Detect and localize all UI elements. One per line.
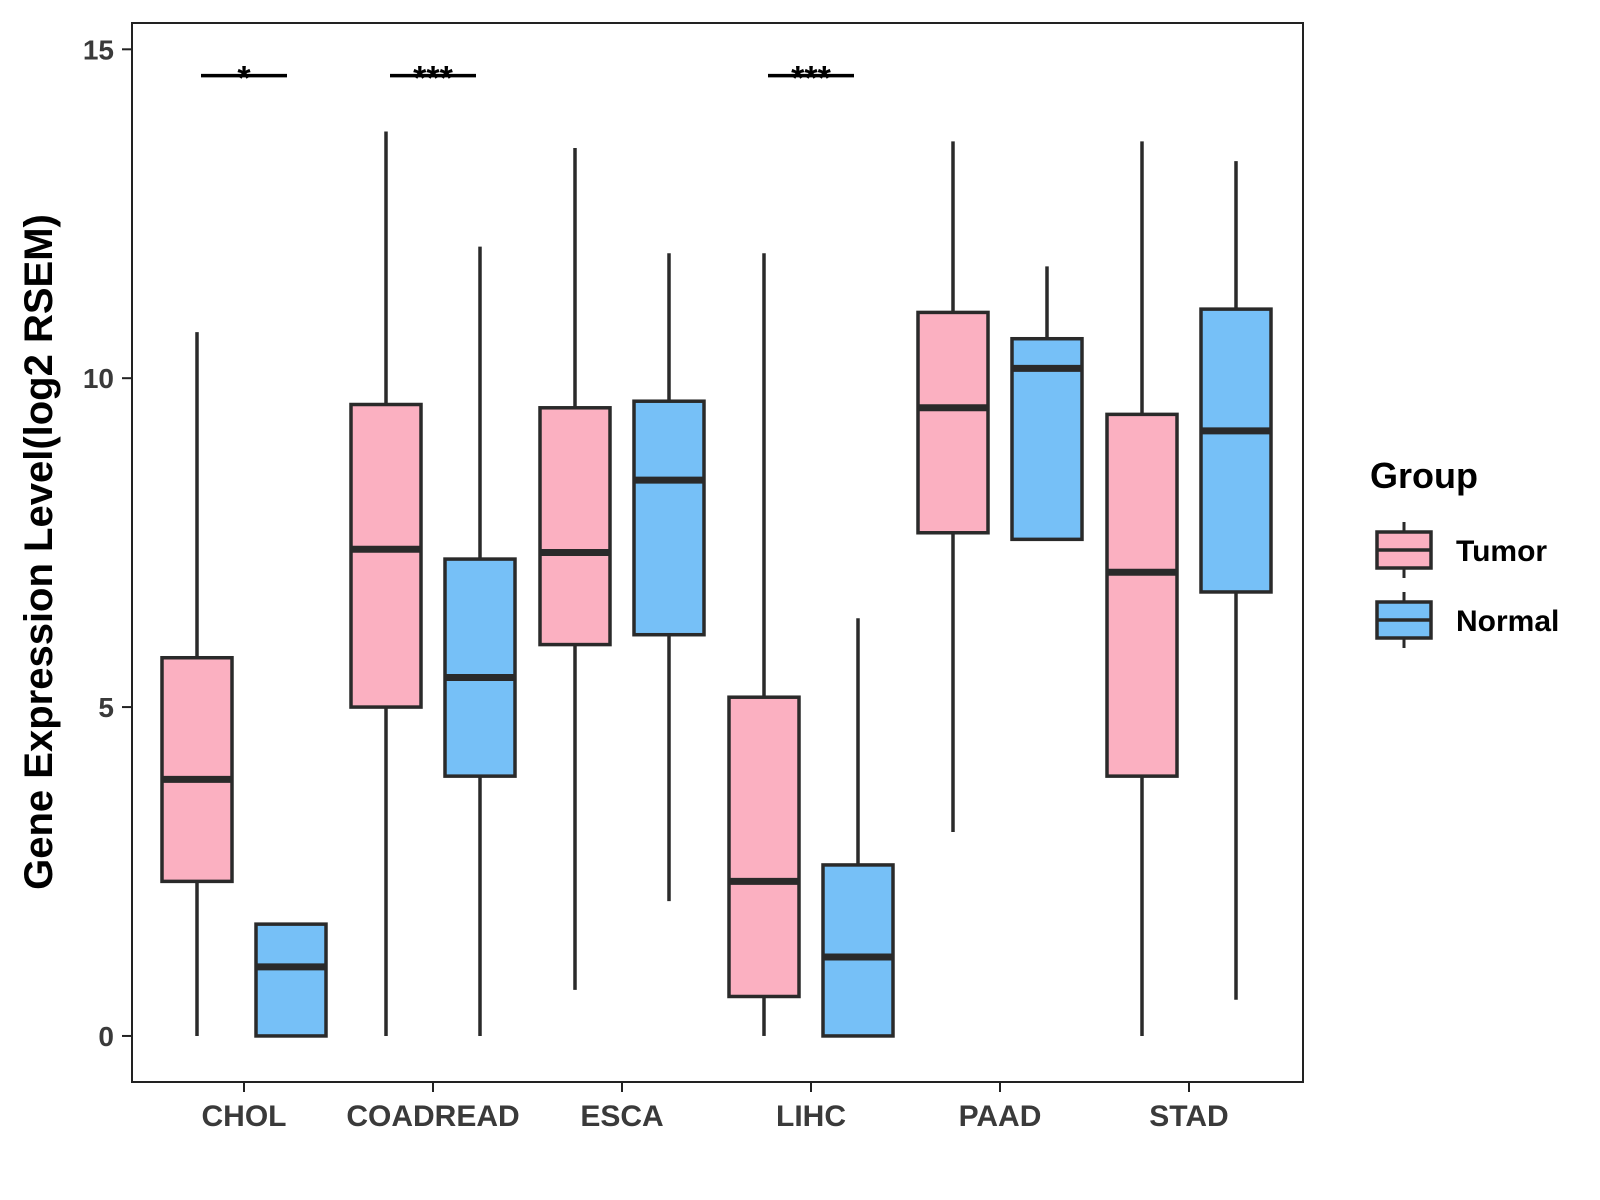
box-tumor-chol — [160, 332, 234, 1036]
x-tick-label: COADREAD — [346, 1100, 519, 1133]
box-normal-paad — [1010, 266, 1084, 542]
box-normal-stad — [1199, 161, 1273, 1000]
box-tumor-coadread — [349, 131, 423, 1036]
box-normal-esca — [632, 253, 706, 902]
legend-title: Group — [1370, 455, 1478, 496]
x-tick-label: CHOL — [202, 1100, 287, 1133]
box-normal-lihc — [821, 618, 895, 1038]
box-iqr — [632, 399, 706, 637]
box-tumor-paad — [916, 141, 990, 833]
y-tick-label: 15 — [83, 34, 114, 65]
legend-item-normal: Normal — [1375, 592, 1559, 648]
legend: Group Tumor Normal — [1370, 455, 1559, 648]
box-normal-chol — [254, 922, 328, 1038]
significance-label: *** — [413, 60, 453, 98]
box-iqr — [1010, 336, 1084, 542]
box-iqr — [1105, 412, 1179, 778]
legend-item-tumor: Tumor — [1375, 522, 1547, 578]
box-normal-coadread — [443, 246, 517, 1036]
significance-lihc: *** — [768, 60, 854, 98]
box-tumor-esca — [538, 147, 612, 990]
significance-label: *** — [791, 60, 831, 98]
x-tick-label: STAD — [1149, 1100, 1228, 1133]
box-iqr — [254, 922, 328, 1038]
axes: 0 5 10 15 CHOL COADREAD ESCA LIHC PAAD STAD — [83, 34, 1229, 1133]
y-tick-label: 0 — [98, 1021, 114, 1052]
plot-area: * *** *** — [160, 60, 1273, 1038]
x-tick-label: ESCA — [580, 1100, 663, 1133]
x-tick-label: PAAD — [959, 1100, 1042, 1133]
significance-chol: * — [201, 60, 287, 98]
box-iqr — [821, 863, 895, 1038]
x-tick-label: LIHC — [776, 1100, 846, 1133]
legend-label: Tumor — [1456, 535, 1547, 568]
box-iqr — [727, 695, 801, 999]
significance-label: * — [237, 60, 251, 98]
box-iqr — [1199, 307, 1273, 594]
legend-label: Normal — [1456, 605, 1559, 638]
box-tumor-lihc — [727, 253, 801, 1036]
box-iqr — [916, 310, 990, 535]
y-tick-label: 5 — [98, 692, 114, 723]
box-iqr — [160, 655, 234, 884]
box-iqr — [538, 406, 612, 647]
significance-coadread: *** — [390, 60, 476, 98]
box-iqr — [349, 402, 423, 709]
box-tumor-stad — [1105, 141, 1179, 1036]
box-iqr — [443, 557, 517, 778]
plot-panel-border — [131, 22, 1304, 1083]
y-axis-title: Gene Expression Level(log2 RSEM) — [17, 214, 61, 890]
y-tick-label: 10 — [83, 363, 114, 394]
